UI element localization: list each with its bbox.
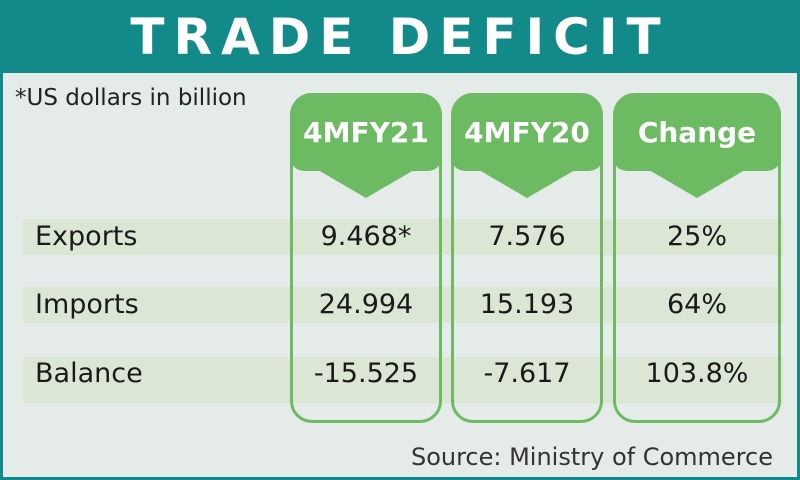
row-label: Exports [35,221,138,252]
column-header: 4MFY21 [290,93,442,171]
column-header: Change [613,93,781,171]
column-header: 4MFY20 [451,93,603,171]
arrow-icon [318,170,414,198]
row-band-exports [23,219,783,255]
column-4mfy21: 4MFY21 [290,93,442,423]
cell: 64% [666,289,727,320]
cell: 15.193 [479,289,575,320]
arrow-icon [649,170,745,198]
cell: 103.8% [645,358,749,389]
cell: 9.468* [320,221,412,252]
unit-note: *US dollars in billion [15,85,247,111]
row-label: Imports [35,289,139,320]
cell: -15.525 [313,358,419,389]
row-band-imports [23,287,783,323]
cell: -7.617 [483,358,571,389]
source-note: Source: Ministry of Commerce [410,443,773,471]
column-4mfy20: 4MFY20 [451,93,603,423]
cell: 7.576 [488,221,566,252]
row-band-balance [23,357,783,403]
table-panel: *US dollars in billion 4MFY21 4MFY20 Cha… [3,73,797,477]
cell: 25% [666,221,727,252]
cell: 24.994 [318,289,414,320]
arrow-icon [479,170,575,198]
column-change: Change [613,93,781,423]
row-label: Balance [35,358,143,389]
title: TRADE DEFICIT [130,7,670,66]
